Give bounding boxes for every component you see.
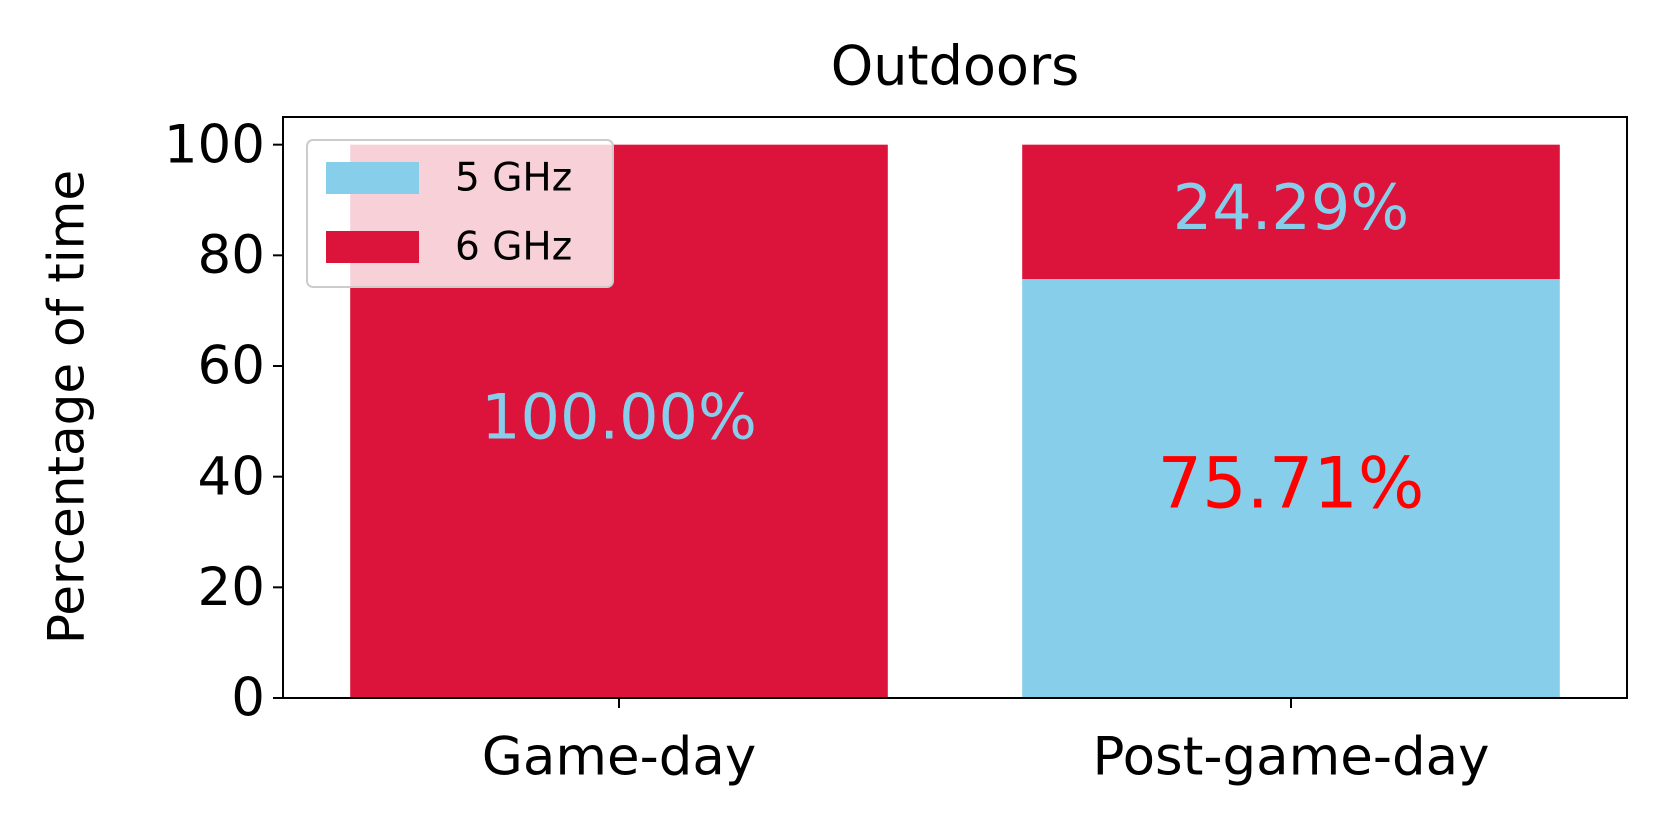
y-tick-label: 40 <box>198 446 265 507</box>
y-tick-label: 60 <box>198 336 265 397</box>
bar-segment <box>1022 279 1560 698</box>
plot-frame <box>282 116 1628 699</box>
y-axis-label: Percentage of time <box>38 170 96 644</box>
legend-label: 6 GHz <box>455 225 572 270</box>
value-label: 100.00% <box>481 380 757 453</box>
x-tick-label: Post-game-day <box>1093 727 1490 788</box>
y-tick-label: 80 <box>198 225 265 286</box>
y-tick-label: 0 <box>231 668 265 729</box>
y-tick-label: 20 <box>198 557 265 618</box>
chart-title: Outdoors <box>831 35 1080 98</box>
legend-swatch <box>326 162 419 194</box>
value-label: 24.29% <box>1173 171 1409 244</box>
legend-swatch <box>326 231 419 263</box>
y-tick-label: 100 <box>164 114 265 175</box>
bar-segment <box>1022 144 1560 280</box>
value-label: 75.71% <box>1158 443 1425 525</box>
legend-label: 5 GHz <box>455 156 572 201</box>
x-tick-label: Game-day <box>482 727 756 788</box>
